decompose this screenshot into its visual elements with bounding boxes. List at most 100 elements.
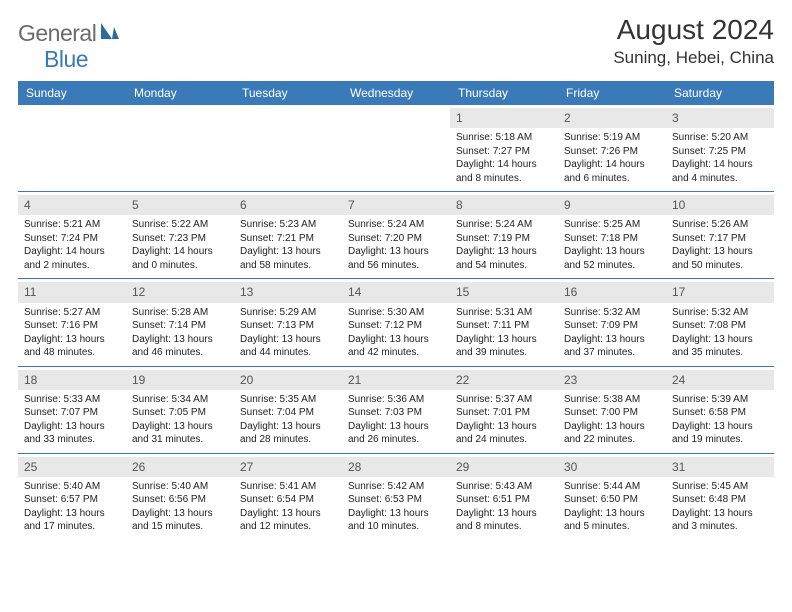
sunrise-line: Sunrise: 5:18 AM (456, 131, 552, 145)
sunrise-line: Sunrise: 5:22 AM (132, 218, 228, 232)
weekday-header: Monday (126, 81, 234, 105)
calendar-cell: 23Sunrise: 5:38 AMSunset: 7:00 PMDayligh… (558, 366, 666, 453)
calendar-cell: 20Sunrise: 5:35 AMSunset: 7:04 PMDayligh… (234, 366, 342, 453)
daylight-line: Daylight: 14 hours and 6 minutes. (564, 158, 660, 185)
sunset-line: Sunset: 7:21 PM (240, 232, 336, 246)
calendar-cell: 9Sunrise: 5:25 AMSunset: 7:18 PMDaylight… (558, 191, 666, 278)
daylight-line: Daylight: 13 hours and 10 minutes. (348, 507, 444, 534)
day-number: 27 (234, 457, 342, 477)
daylight-line: Daylight: 14 hours and 8 minutes. (456, 158, 552, 185)
sunset-line: Sunset: 7:16 PM (24, 319, 120, 333)
weekday-header: Saturday (666, 81, 774, 105)
sunset-line: Sunset: 6:54 PM (240, 493, 336, 507)
sunset-line: Sunset: 7:01 PM (456, 406, 552, 420)
calendar-cell: 7Sunrise: 5:24 AMSunset: 7:20 PMDaylight… (342, 191, 450, 278)
sunrise-line: Sunrise: 5:28 AM (132, 306, 228, 320)
calendar-cell (18, 105, 126, 191)
day-number: 4 (18, 195, 126, 215)
day-number: 1 (450, 108, 558, 128)
daylight-line: Daylight: 13 hours and 39 minutes. (456, 333, 552, 360)
sunset-line: Sunset: 7:24 PM (24, 232, 120, 246)
sunrise-line: Sunrise: 5:31 AM (456, 306, 552, 320)
calendar-cell: 29Sunrise: 5:43 AMSunset: 6:51 PMDayligh… (450, 453, 558, 540)
sunset-line: Sunset: 7:13 PM (240, 319, 336, 333)
sunrise-line: Sunrise: 5:27 AM (24, 306, 120, 320)
sunrise-line: Sunrise: 5:45 AM (672, 480, 768, 494)
sunrise-line: Sunrise: 5:41 AM (240, 480, 336, 494)
daylight-line: Daylight: 14 hours and 2 minutes. (24, 245, 120, 272)
sunset-line: Sunset: 7:18 PM (564, 232, 660, 246)
daylight-line: Daylight: 14 hours and 4 minutes. (672, 158, 768, 185)
sunset-line: Sunset: 6:56 PM (132, 493, 228, 507)
calendar-cell: 6Sunrise: 5:23 AMSunset: 7:21 PMDaylight… (234, 191, 342, 278)
sunrise-line: Sunrise: 5:39 AM (672, 393, 768, 407)
day-number: 19 (126, 370, 234, 390)
logo: General (18, 20, 123, 47)
day-number: 10 (666, 195, 774, 215)
weekday-header-row: Sunday Monday Tuesday Wednesday Thursday… (18, 81, 774, 105)
weekday-header: Sunday (18, 81, 126, 105)
calendar-cell: 17Sunrise: 5:32 AMSunset: 7:08 PMDayligh… (666, 278, 774, 365)
sunset-line: Sunset: 7:19 PM (456, 232, 552, 246)
sunset-line: Sunset: 7:27 PM (456, 145, 552, 159)
day-number: 24 (666, 370, 774, 390)
sunrise-line: Sunrise: 5:20 AM (672, 131, 768, 145)
daylight-line: Daylight: 13 hours and 50 minutes. (672, 245, 768, 272)
sunset-line: Sunset: 7:12 PM (348, 319, 444, 333)
sunset-line: Sunset: 6:53 PM (348, 493, 444, 507)
daylight-line: Daylight: 13 hours and 33 minutes. (24, 420, 120, 447)
day-number: 25 (18, 457, 126, 477)
day-number: 3 (666, 108, 774, 128)
daylight-line: Daylight: 13 hours and 37 minutes. (564, 333, 660, 360)
sunset-line: Sunset: 6:50 PM (564, 493, 660, 507)
day-number: 30 (558, 457, 666, 477)
day-number: 23 (558, 370, 666, 390)
daylight-line: Daylight: 13 hours and 22 minutes. (564, 420, 660, 447)
day-number: 6 (234, 195, 342, 215)
sunset-line: Sunset: 7:03 PM (348, 406, 444, 420)
day-number: 5 (126, 195, 234, 215)
sunset-line: Sunset: 6:57 PM (24, 493, 120, 507)
sunrise-line: Sunrise: 5:24 AM (348, 218, 444, 232)
day-number: 12 (126, 282, 234, 302)
weekday-header: Tuesday (234, 81, 342, 105)
sunset-line: Sunset: 7:25 PM (672, 145, 768, 159)
sunrise-line: Sunrise: 5:19 AM (564, 131, 660, 145)
daylight-line: Daylight: 13 hours and 52 minutes. (564, 245, 660, 272)
day-number: 2 (558, 108, 666, 128)
sunset-line: Sunset: 7:09 PM (564, 319, 660, 333)
calendar-cell: 21Sunrise: 5:36 AMSunset: 7:03 PMDayligh… (342, 366, 450, 453)
sunset-line: Sunset: 7:08 PM (672, 319, 768, 333)
calendar-cell: 12Sunrise: 5:28 AMSunset: 7:14 PMDayligh… (126, 278, 234, 365)
sunrise-line: Sunrise: 5:35 AM (240, 393, 336, 407)
sunset-line: Sunset: 6:51 PM (456, 493, 552, 507)
sunset-line: Sunset: 7:04 PM (240, 406, 336, 420)
calendar-cell: 3 Sunrise: 5:20 AMSunset: 7:25 PMDaylight… (666, 105, 774, 191)
sunrise-line: Sunrise: 5:32 AM (564, 306, 660, 320)
sunrise-line: Sunrise: 5:33 AM (24, 393, 120, 407)
sunrise-line: Sunrise: 5:40 AM (24, 480, 120, 494)
calendar-cell (342, 105, 450, 191)
calendar-cell: 18Sunrise: 5:33 AMSunset: 7:07 PMDayligh… (18, 366, 126, 453)
calendar-cell: 19Sunrise: 5:34 AMSunset: 7:05 PMDayligh… (126, 366, 234, 453)
calendar-cell: 13Sunrise: 5:29 AMSunset: 7:13 PMDayligh… (234, 278, 342, 365)
sunset-line: Sunset: 6:48 PM (672, 493, 768, 507)
day-number: 9 (558, 195, 666, 215)
calendar-cell: 5Sunrise: 5:22 AMSunset: 7:23 PMDaylight… (126, 191, 234, 278)
calendar-cell: 10Sunrise: 5:26 AMSunset: 7:17 PMDayligh… (666, 191, 774, 278)
sunrise-line: Sunrise: 5:44 AM (564, 480, 660, 494)
daylight-line: Daylight: 13 hours and 35 minutes. (672, 333, 768, 360)
calendar-page: General August 2024 Suning, Hebei, China… (0, 0, 792, 540)
sail-icon (99, 21, 121, 46)
weekday-header: Wednesday (342, 81, 450, 105)
month-title: August 2024 (613, 14, 774, 46)
sunset-line: Sunset: 7:05 PM (132, 406, 228, 420)
calendar-cell: 22Sunrise: 5:37 AMSunset: 7:01 PMDayligh… (450, 366, 558, 453)
daylight-line: Daylight: 13 hours and 56 minutes. (348, 245, 444, 272)
calendar-cell: 16Sunrise: 5:32 AMSunset: 7:09 PMDayligh… (558, 278, 666, 365)
sunrise-line: Sunrise: 5:23 AM (240, 218, 336, 232)
sunset-line: Sunset: 7:07 PM (24, 406, 120, 420)
sunrise-line: Sunrise: 5:21 AM (24, 218, 120, 232)
daylight-line: Daylight: 13 hours and 48 minutes. (24, 333, 120, 360)
sunrise-line: Sunrise: 5:37 AM (456, 393, 552, 407)
